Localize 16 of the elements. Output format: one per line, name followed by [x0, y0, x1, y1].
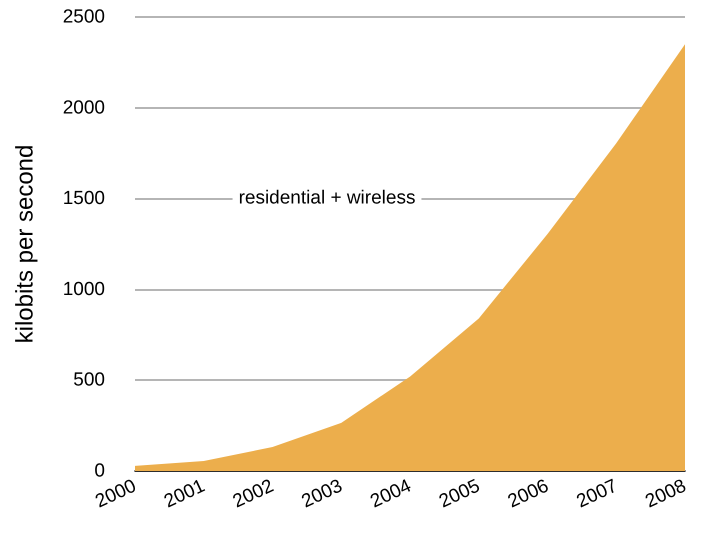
- y-tick-label: 0: [94, 460, 105, 482]
- y-tick-label: 500: [73, 370, 105, 391]
- x-tick-label: 2004: [367, 475, 414, 512]
- x-tick-label: 2001: [161, 475, 208, 512]
- x-tick-label: 2003: [298, 475, 346, 512]
- y-tick-label: 2500: [62, 6, 105, 28]
- annotation: residential + wireless: [238, 188, 416, 208]
- x-tick-label: 2007: [574, 475, 621, 512]
- x-tick-label: 2002: [230, 475, 277, 512]
- x-tick-label: 2008: [642, 475, 690, 512]
- x-tick-label: 2006: [504, 475, 552, 512]
- y-axis-title: kilobits per second: [12, 144, 38, 344]
- y-tick-label: 1000: [62, 278, 105, 300]
- y-tick-label: 1500: [62, 188, 105, 210]
- x-tick-label: 2005: [436, 475, 484, 512]
- y-tick-label: 2000: [62, 97, 105, 118]
